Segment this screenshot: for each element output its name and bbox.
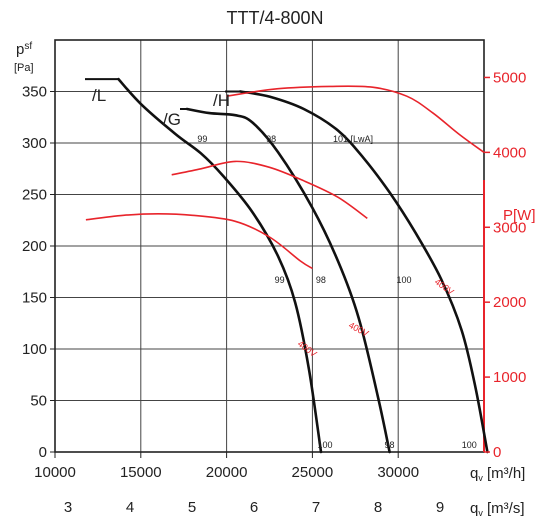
voltage-label: 400V <box>433 277 456 297</box>
y-tick-label: 50 <box>30 393 47 410</box>
voltage-label: 400V <box>347 320 370 339</box>
y-tick-label: 150 <box>22 290 47 307</box>
y-tick-label: 200 <box>22 238 47 255</box>
pressure-curve <box>117 77 323 454</box>
x-tick-label: 10000 <box>34 464 76 481</box>
power-tick-label: 4000 <box>493 144 526 161</box>
x-tick-label: 25000 <box>292 464 334 481</box>
y-tick-label: 100 <box>22 341 47 358</box>
sound-level-label: 98 <box>384 440 394 450</box>
y-tick-label: 300 <box>22 135 47 152</box>
chart-labels: 0 50 100 150 200 250 300 350 0 1000 2000 3000 4000 50… <box>14 8 536 518</box>
sound-level-label: 99 <box>275 275 285 285</box>
power-tick-label: 5000 <box>493 69 526 86</box>
y-tick-label: 250 <box>22 187 47 204</box>
x-tick-label: 30000 <box>377 464 419 481</box>
grid <box>54 39 485 453</box>
power-curves <box>85 85 485 270</box>
power-tick-label: 0 <box>493 444 501 461</box>
curve-label: /H <box>213 91 230 110</box>
sound-level-label: 98 <box>266 134 276 144</box>
x2-tick-label: 9 <box>436 499 444 516</box>
curve-label: /G <box>163 110 181 129</box>
sound-level-label: 101 [LwA] <box>333 134 373 144</box>
power-curve <box>171 160 368 219</box>
sound-level-label: 100 <box>396 275 411 285</box>
sound-level-label: 98 <box>316 275 326 285</box>
sound-level-label: 100 <box>462 440 477 450</box>
x-tick-label: 15000 <box>120 464 162 481</box>
pressure-curve <box>239 90 489 454</box>
x2-tick-label: 7 <box>312 499 320 516</box>
x-axis-label: qv [m³/h] <box>470 465 525 483</box>
chart-title: TTT/4-800N <box>226 8 323 28</box>
x-tick-label: 20000 <box>206 464 248 481</box>
x2-tick-label: 8 <box>374 499 382 516</box>
x2-tick-label: 3 <box>64 499 72 516</box>
pressure-curves <box>85 77 489 454</box>
power-tick-label: 3000 <box>493 219 526 236</box>
y-tick-label: 0 <box>39 444 47 461</box>
power-curve <box>85 212 313 270</box>
x2-tick-label: 5 <box>188 499 196 516</box>
y-axis-unit: [Pa] <box>14 62 34 74</box>
power-curve <box>226 85 485 154</box>
power-tick-label: 2000 <box>493 294 526 311</box>
x2-tick-label: 4 <box>126 499 134 516</box>
curve-label: /L <box>92 86 106 105</box>
x2-axis-label: qv [m³/s] <box>470 500 525 518</box>
sound-level-label: 100 <box>318 440 333 450</box>
sound-level-label: 99 <box>197 134 207 144</box>
y-tick-label: 350 <box>22 84 47 101</box>
y-axis-label: psf <box>16 41 32 58</box>
power-tick-label: 1000 <box>493 369 526 386</box>
x2-tick-label: 6 <box>250 499 258 516</box>
power-axis-label: P[W] <box>503 207 536 224</box>
pressure-curve <box>185 107 391 454</box>
